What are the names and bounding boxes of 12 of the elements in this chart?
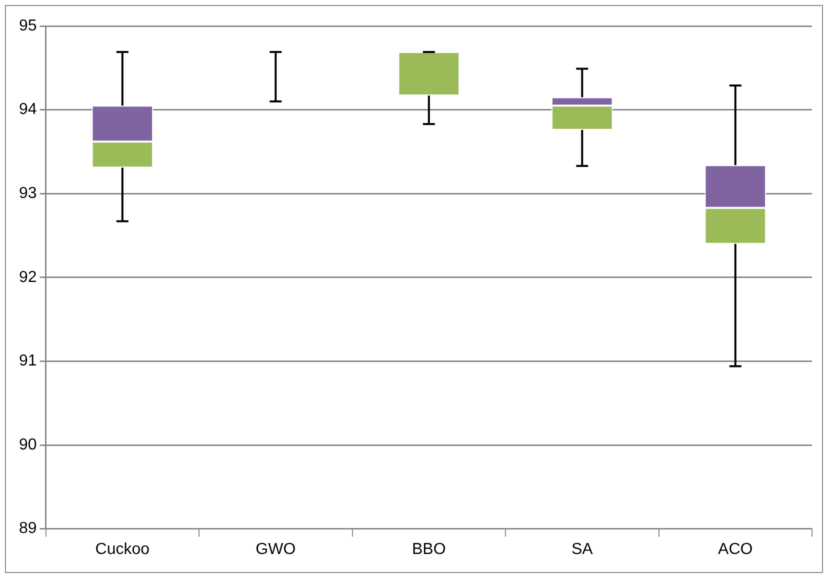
y-tick-label: 93 bbox=[19, 185, 37, 202]
y-tick-label: 91 bbox=[19, 352, 37, 370]
y-tick-label: 92 bbox=[19, 268, 37, 286]
y-tick-label: 90 bbox=[19, 436, 37, 454]
y-tick-label: 95 bbox=[19, 17, 37, 34]
y-tick-label: 94 bbox=[19, 101, 37, 118]
x-tick-label: ACO bbox=[718, 540, 753, 558]
x-tick-label: GWO bbox=[256, 540, 296, 558]
x-tick-label: BBO bbox=[412, 540, 446, 558]
y-tick-label: 89 bbox=[19, 520, 37, 538]
x-tick-label: SA bbox=[571, 540, 594, 558]
x-tick-label: Cuckoo bbox=[95, 540, 150, 558]
